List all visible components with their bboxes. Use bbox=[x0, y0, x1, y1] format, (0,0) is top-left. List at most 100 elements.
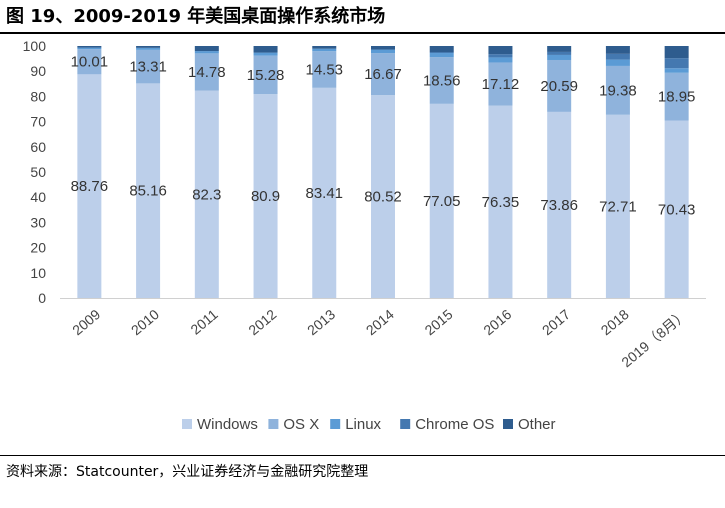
bar-segment-other bbox=[253, 46, 278, 53]
bar-segment-windows bbox=[371, 95, 395, 298]
data-label-windows: 82.3 bbox=[192, 186, 221, 203]
bar-segment-linux bbox=[547, 54, 572, 60]
source-note: 资料来源：Statcounter，兴业证券经济与金融研究院整理 bbox=[6, 464, 369, 480]
bar-segment-other bbox=[488, 46, 513, 55]
x-tick-label: 2014 bbox=[363, 306, 397, 338]
bar-segment-chrome-os bbox=[605, 53, 630, 60]
bar-segment-windows bbox=[664, 120, 689, 299]
bar-segment-os-x bbox=[547, 59, 572, 112]
x-tick-label: 2013 bbox=[304, 306, 338, 338]
bar-segment-windows bbox=[194, 90, 219, 298]
x-axis: 2009 2010 2011 2012 2013 2014 2015 2016 2017 2018… bbox=[69, 306, 690, 370]
bar-segment-windows bbox=[488, 105, 513, 298]
y-axis: 0 10 20 30 40 50 60 70 80 90 100 bbox=[23, 38, 706, 306]
bar-segment-other bbox=[429, 46, 454, 53]
data-label-windows: 80.9 bbox=[251, 188, 280, 205]
y-tick-label: 50 bbox=[30, 164, 46, 180]
x-tick-label: 2010 bbox=[128, 306, 162, 338]
y-tick-label: 80 bbox=[30, 88, 46, 104]
legend-label-other: Other bbox=[518, 416, 556, 433]
y-tick-label: 20 bbox=[30, 240, 46, 256]
bar-segment-linux bbox=[605, 59, 630, 66]
data-label-os-x: 17.12 bbox=[482, 76, 520, 93]
data-label-os-x: 19.38 bbox=[599, 82, 637, 99]
legend-swatch-windows bbox=[182, 419, 192, 429]
bar-segment-os-x bbox=[253, 55, 278, 95]
y-tick-label: 100 bbox=[23, 38, 47, 54]
data-label-os-x: 20.59 bbox=[540, 78, 578, 95]
bar-segment-linux bbox=[664, 68, 689, 73]
data-label-os-x: 14.53 bbox=[305, 62, 343, 79]
figure-title: 图 19、2009-2019 年美国桌面操作系统市场 bbox=[6, 6, 386, 27]
bar-segment-other bbox=[312, 46, 337, 49]
bar-segment-os-x bbox=[429, 57, 454, 104]
y-tick-label: 70 bbox=[30, 114, 46, 130]
bar-segment-windows bbox=[605, 114, 630, 299]
data-label-os-x: 10.01 bbox=[71, 54, 109, 71]
bar-segment-os-x bbox=[664, 72, 689, 121]
data-label-windows: 76.35 bbox=[482, 194, 520, 211]
y-tick-label: 60 bbox=[30, 139, 46, 155]
bar-segment-other bbox=[605, 46, 630, 54]
y-tick-label: 40 bbox=[30, 189, 46, 205]
bar-segment-chrome-os bbox=[664, 58, 689, 69]
bar-segment-os-x bbox=[312, 51, 337, 88]
legend-label-windows: Windows bbox=[197, 416, 258, 433]
bar-segment-other bbox=[371, 46, 395, 50]
data-label-windows: 80.52 bbox=[364, 189, 402, 206]
y-tick-label: 0 bbox=[38, 290, 46, 306]
bar-segment-other bbox=[547, 46, 572, 52]
data-label-windows: 70.43 bbox=[658, 201, 696, 218]
y-tick-label: 10 bbox=[30, 265, 46, 281]
x-tick-label: 2016 bbox=[480, 306, 514, 338]
bar-segment-linux bbox=[312, 48, 337, 52]
bar-segment-windows bbox=[136, 83, 161, 299]
data-label-os-x: 15.28 bbox=[247, 67, 285, 84]
bar-segment-windows bbox=[77, 74, 102, 298]
legend-swatch-other bbox=[503, 419, 513, 429]
legend-label-os-x: OS X bbox=[283, 416, 319, 433]
bar-segment-chrome-os bbox=[429, 52, 454, 54]
legend-label-chrome-os: Chrome OS bbox=[415, 416, 494, 433]
data-label-os-x: 13.31 bbox=[129, 59, 167, 76]
y-tick-label: 90 bbox=[30, 63, 46, 79]
bar-segment-other bbox=[136, 46, 161, 48]
bar-segment-windows bbox=[253, 94, 278, 298]
data-label-windows: 73.86 bbox=[540, 197, 578, 214]
bar-segment-chrome-os bbox=[547, 51, 572, 55]
x-tick-label: 2017 bbox=[539, 306, 573, 338]
x-tick-label: 2012 bbox=[245, 306, 279, 338]
legend-swatch-os-x bbox=[268, 419, 279, 429]
bar-segment-os-x bbox=[488, 62, 513, 106]
bar-segment-linux bbox=[136, 47, 161, 50]
bar-segment-linux bbox=[194, 51, 219, 54]
legend-label-linux: Linux bbox=[345, 416, 381, 433]
bar-segment-windows bbox=[547, 111, 572, 299]
bar-segment-os-x bbox=[77, 49, 102, 75]
data-labels: 88.76 10.01 85.16 13.31 82.3 14.78 80.9 15.28 83… bbox=[71, 54, 696, 219]
bar-segment-chrome-os bbox=[488, 54, 513, 58]
x-tick-label: 2009 bbox=[69, 306, 103, 338]
bar-segment-other bbox=[194, 46, 219, 52]
legend: Windows OS X Linux Chrome OS Other bbox=[182, 416, 556, 433]
x-tick-label: 2011 bbox=[187, 306, 221, 338]
bar-segment-windows bbox=[312, 87, 337, 298]
bar-segment-os-x bbox=[194, 53, 219, 91]
legend-swatch-chrome-os bbox=[400, 419, 411, 429]
bar-segment-linux bbox=[371, 49, 395, 54]
stacked-bar-chart: 0 10 20 30 40 50 60 70 80 90 100 88.76 10.01 85.16 13… bbox=[23, 38, 706, 433]
data-label-windows: 72.71 bbox=[599, 198, 637, 215]
bar-segment-windows bbox=[429, 103, 454, 298]
bars bbox=[77, 46, 689, 299]
title-rule bbox=[0, 32, 725, 34]
bar-segment-os-x bbox=[136, 49, 161, 84]
x-tick-label: 2015 bbox=[422, 306, 456, 338]
legend-swatch-linux bbox=[330, 419, 341, 429]
bar-segment-os-x bbox=[371, 53, 395, 96]
bar-segment-linux bbox=[429, 53, 454, 58]
bar-segment-linux bbox=[488, 57, 513, 63]
data-label-os-x: 18.95 bbox=[658, 89, 696, 106]
data-label-os-x: 18.56 bbox=[423, 72, 461, 89]
data-label-os-x: 14.78 bbox=[188, 64, 226, 81]
bar-segment-linux bbox=[77, 47, 102, 50]
